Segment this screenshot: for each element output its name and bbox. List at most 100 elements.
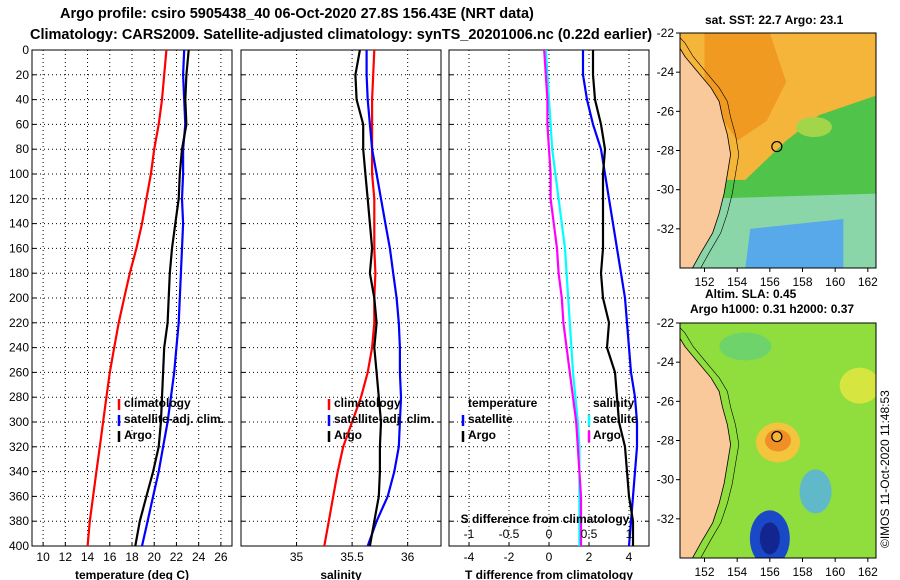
legend-clim-label: climatology xyxy=(124,396,191,410)
depth-contour xyxy=(680,327,740,558)
legend-salinity-title: salinity xyxy=(593,396,635,410)
x-axis-label: temperature (deg C) xyxy=(75,568,189,580)
sla-patch xyxy=(719,332,772,361)
x-tick-label: 14 xyxy=(81,550,95,564)
sst-map-field xyxy=(680,33,876,268)
lon-tick-label: 152 xyxy=(694,565,714,579)
y-tick-label: 180 xyxy=(9,266,29,280)
sla-low-core xyxy=(759,522,780,555)
legend-sat-label-sal: satellite-adj. clim. xyxy=(334,412,435,426)
y-tick-label: 260 xyxy=(9,365,29,379)
y-tick-label: 240 xyxy=(9,341,29,355)
lon-tick-label: 160 xyxy=(825,275,845,289)
x-tick-label: 10 xyxy=(36,550,50,564)
y-tick-label: 360 xyxy=(9,489,29,503)
y-tick-label: 60 xyxy=(16,117,30,131)
sst-map-title: sat. SST: 22.7 Argo: 23.1 xyxy=(705,13,844,27)
lon-tick-label: 162 xyxy=(858,565,878,579)
top-scale-label: S difference from climatology xyxy=(461,512,630,526)
top-tick-label: 0.5 xyxy=(581,527,598,541)
lon-tick-label: 156 xyxy=(760,275,780,289)
x-tick-label: -2 xyxy=(504,550,515,564)
legend-temperature-title: temperature xyxy=(468,396,538,410)
legend-sal-sat-label: satellite xyxy=(593,412,638,426)
x-tick-label: -4 xyxy=(464,550,475,564)
sla-map-subtitle: Argo h1000: 0.31 h2000: 0.37 xyxy=(690,302,855,316)
legend-temp-sat-label: satellite xyxy=(468,412,513,426)
legend-clim-label-sal: climatology xyxy=(334,396,401,410)
lat-tick-label: -24 xyxy=(657,355,675,369)
x-tick-label: 36 xyxy=(401,550,415,564)
lon-tick-label: 158 xyxy=(792,275,812,289)
lat-tick-label: -30 xyxy=(657,183,675,197)
x-tick-label: 12 xyxy=(59,550,73,564)
y-tick-label: 300 xyxy=(9,415,29,429)
y-tick-label: 280 xyxy=(9,390,29,404)
top-tick-label: -0.5 xyxy=(499,527,520,541)
legend-sat-label: satellite-adj. clim. xyxy=(124,412,225,426)
series-line-satellite-adj-clim- xyxy=(365,50,403,546)
series-line-salinity-argo xyxy=(543,50,583,546)
lat-tick-label: -26 xyxy=(657,104,675,118)
plot-title-line1: Argo profile: csiro 5905438_40 06-Oct-20… xyxy=(60,6,534,22)
lat-tick-label: -24 xyxy=(657,65,675,79)
series-line-climatology xyxy=(86,50,168,546)
argo-float-marker xyxy=(771,430,783,443)
x-tick-label: 0 xyxy=(546,550,553,564)
x-tick-label: 2 xyxy=(586,550,593,564)
legend-sal-argo-label: Argo xyxy=(593,428,621,442)
x-tick-label: 4 xyxy=(626,550,633,564)
lat-tick-label: -22 xyxy=(657,26,675,40)
y-tick-label: 20 xyxy=(16,68,30,82)
sla-low2 xyxy=(799,469,832,514)
profile-panel-differences: -4 -2 0 2 4 T difference from climatology S di… xyxy=(448,49,650,580)
x-tick-label: 22 xyxy=(170,550,184,564)
legend-temp-argo-label: Argo xyxy=(468,428,496,442)
x-tick-label: 26 xyxy=(214,550,228,564)
x-tick-label: 35.5 xyxy=(340,550,364,564)
imos-credit: ©IMOS 11-Oct-2020 11:48:53 xyxy=(878,390,892,548)
sst-map: -22 -24 -26 -28 -30 -32 152 154 156 158 160 162 xyxy=(657,26,879,289)
y-tick-label: 40 xyxy=(16,93,30,107)
y-tick-label: 400 xyxy=(9,539,29,553)
legend-argo-label: Argo xyxy=(124,428,152,442)
land-mass xyxy=(680,36,732,268)
x-tick-label: 35 xyxy=(290,550,304,564)
series-line-temperature-argo xyxy=(591,50,635,546)
lon-tick-label: 156 xyxy=(760,565,780,579)
depth-contour xyxy=(680,37,740,268)
lon-tick-label: 154 xyxy=(727,275,747,289)
y-tick-label: 380 xyxy=(9,514,29,528)
lon-tick-label: 154 xyxy=(727,565,747,579)
lat-tick-label: -32 xyxy=(657,222,675,236)
series-line-argo xyxy=(134,50,190,546)
y-tick-label: 140 xyxy=(9,217,29,231)
sst-hot-zone xyxy=(704,33,787,141)
y-tick-label: 120 xyxy=(9,192,29,206)
top-tick-label: 1 xyxy=(626,527,633,541)
y-tick-label: 320 xyxy=(9,440,29,454)
x-tick-label: 18 xyxy=(125,550,139,564)
lat-tick-label: -30 xyxy=(657,473,675,487)
y-tick-label: 100 xyxy=(9,167,29,181)
profile-panel-temperature: 0 20 40 60 80 100 120 140 160 180 200 220 240 260 280 3… xyxy=(9,43,233,580)
series-line-argo xyxy=(354,50,383,546)
lat-tick-label: -28 xyxy=(657,144,675,158)
sla-high2 xyxy=(839,367,876,404)
sst-cold-zone xyxy=(745,219,844,268)
legend-argo-label-sal: Argo xyxy=(334,428,362,442)
y-tick-label: 220 xyxy=(9,316,29,330)
series-line-temperature-satellite xyxy=(581,50,639,546)
top-tick-label: -1 xyxy=(464,527,475,541)
lon-tick-label: 160 xyxy=(825,565,845,579)
lat-tick-label: -32 xyxy=(657,512,675,526)
lon-tick-label: 152 xyxy=(694,275,714,289)
sla-map-title: Altim. SLA: 0.45 xyxy=(705,287,797,301)
sla-map: -22 -24 -26 -28 -30 -32 152 154 156 158 160 162 xyxy=(657,316,879,579)
y-tick-label: 80 xyxy=(16,142,30,156)
y-tick-label: 0 xyxy=(22,43,29,57)
y-tick-label: 340 xyxy=(9,465,29,479)
lat-tick-label: -22 xyxy=(657,316,675,330)
lon-tick-label: 162 xyxy=(858,275,878,289)
